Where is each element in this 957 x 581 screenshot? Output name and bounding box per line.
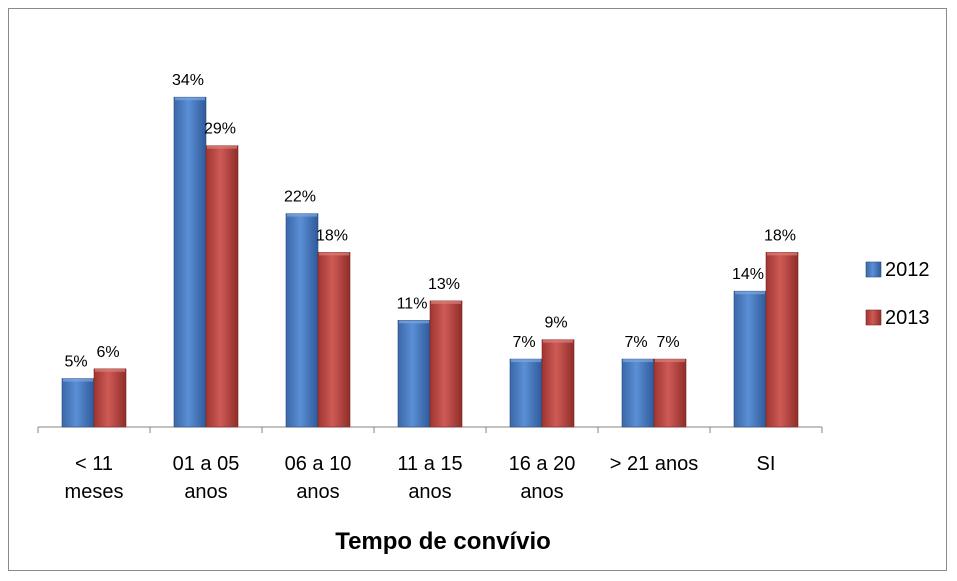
bars xyxy=(61,96,799,428)
data-label-2013-4: 9% xyxy=(544,315,567,332)
category-label-0: meses xyxy=(65,481,124,503)
data-label-2013-2: 18% xyxy=(316,227,348,244)
bar-2013-5 xyxy=(653,358,687,428)
category-label-2: 06 a 10 xyxy=(285,453,352,475)
legend: 2012 2013 xyxy=(865,259,930,329)
bar-2012-0 xyxy=(61,378,95,428)
data-label-2013-5: 7% xyxy=(656,334,679,351)
bar-2013-4 xyxy=(541,339,575,428)
category-label-1: 01 a 05 xyxy=(173,453,240,475)
bar-bevel-2012-1 xyxy=(175,97,205,101)
x-axis xyxy=(37,426,823,433)
data-label-2013-0: 6% xyxy=(96,344,119,361)
bar-bevel-2012-3 xyxy=(399,320,429,324)
legend-label-2012: 2012 xyxy=(885,259,930,281)
category-labels: < 11 meses 01 a 05 anos 06 a 10 anos 11 a 15 an… xyxy=(65,453,776,503)
bar-bevel-2012-5 xyxy=(623,359,653,363)
legend-swatch-2013 xyxy=(865,309,882,326)
bar-bevel-2012-6 xyxy=(735,291,765,295)
data-label-2012-4: 7% xyxy=(512,334,535,351)
bar-2013-2 xyxy=(317,252,351,428)
bar-bevel-2013-3 xyxy=(431,300,461,304)
data-label-2012-6: 14% xyxy=(732,266,764,283)
bar-bevel-2013-1 xyxy=(207,145,237,149)
bar-2012-6 xyxy=(733,290,767,428)
bar-bevel-2012-0 xyxy=(63,378,93,382)
data-label-2013-3: 13% xyxy=(428,276,460,293)
data-label-2012-2: 22% xyxy=(284,189,316,206)
category-label-4: anos xyxy=(520,481,563,503)
bar-bevel-2013-5 xyxy=(655,359,685,363)
category-label-0: < 11 xyxy=(75,453,113,475)
bar-bevel-2013-0 xyxy=(95,368,125,372)
bar-2012-3 xyxy=(397,319,431,428)
bar-2013-1 xyxy=(205,145,239,428)
bar-2012-4 xyxy=(509,358,543,428)
bar-bevel-2012-4 xyxy=(511,359,541,363)
bar-2013-6 xyxy=(765,252,799,428)
data-label-2012-1: 34% xyxy=(172,72,204,89)
data-label-2013-1: 29% xyxy=(204,121,236,138)
data-labels: 5% 6% 34% 29% 22% 18% 11%13% 7% 9% 7% 7% 14% 18% xyxy=(64,72,796,370)
category-label-4: 16 a 20 xyxy=(509,453,576,475)
bar-bevel-2012-2 xyxy=(287,213,317,217)
legend-swatch-2012 xyxy=(865,261,882,278)
data-label-2012-3: 11% xyxy=(397,295,428,312)
category-label-3: 11 a 15 xyxy=(397,453,462,475)
bar-2013-3 xyxy=(429,300,463,428)
data-label-2013-6: 18% xyxy=(764,227,796,244)
x-axis-title: Tempo de convívio xyxy=(335,528,551,555)
bar-2012-2 xyxy=(285,213,319,428)
bar-bevel-2013-4 xyxy=(543,339,573,343)
bar-2012-5 xyxy=(621,358,655,428)
category-label-6: SI xyxy=(757,453,776,475)
category-label-2: anos xyxy=(296,481,339,503)
bar-bevel-2013-6 xyxy=(767,252,797,256)
bar-2012-1 xyxy=(173,96,207,428)
data-label-2012-0: 5% xyxy=(64,354,87,371)
category-label-5: > 21 anos xyxy=(610,453,698,475)
bar-2013-0 xyxy=(93,368,127,428)
bar-bevel-2013-2 xyxy=(319,252,349,256)
legend-label-2013: 2013 xyxy=(885,307,930,329)
category-label-3: anos xyxy=(408,481,451,503)
data-label-2012-5: 7% xyxy=(624,334,647,351)
category-label-1: anos xyxy=(184,481,227,503)
